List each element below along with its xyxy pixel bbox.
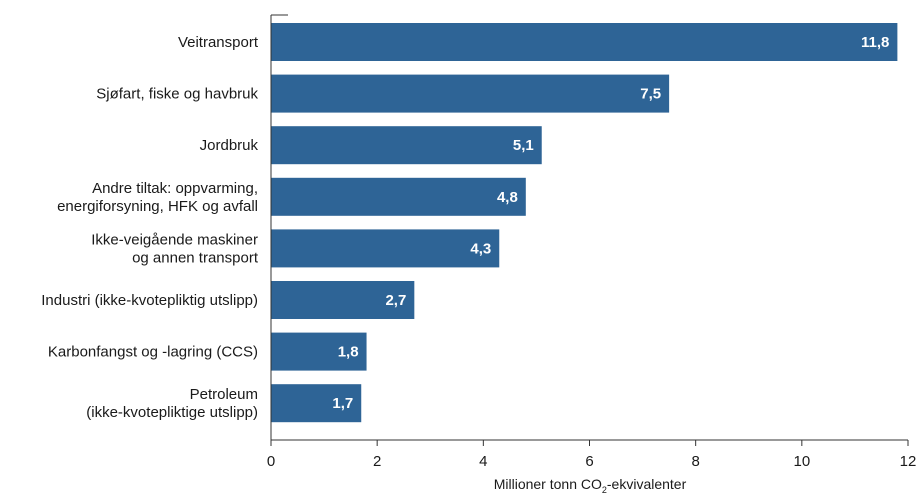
- category-label-line: Sjøfart, fiske og havbruk: [96, 86, 258, 103]
- bar-3: [271, 177, 526, 216]
- x-axis-title: Millioner tonn CO2-ekvivalenter: [494, 476, 687, 493]
- bar-2: [271, 126, 542, 165]
- bars-group: 11,8 7,5 5,1 4,8 4,3 2,7 1,8 1,7: [271, 23, 898, 423]
- bar-4: [271, 229, 500, 268]
- category-label-line: Ikke-veigående maskiner: [91, 231, 258, 248]
- bar-0: [271, 23, 898, 61]
- bar-value-label: 1,7: [332, 395, 353, 412]
- category-label: Karbonfangst og -lagring (CCS): [48, 344, 258, 361]
- x-tick-label: 12: [900, 453, 917, 470]
- category-label-line: Industri (ikke-kvotepliktig utslipp): [41, 292, 258, 309]
- category-label-line: Karbonfangst og -lagring (CCS): [48, 344, 258, 361]
- category-label: Veitransport: [178, 34, 259, 51]
- bar-5: [271, 281, 415, 319]
- category-label: Petroleum (ikke-kvotepliktige utslipp): [86, 386, 258, 421]
- bar-1: [271, 74, 670, 113]
- x-tick-label: 0: [267, 453, 275, 470]
- category-label: Sjøfart, fiske og havbruk: [96, 86, 258, 103]
- bar-value-label: 1,8: [338, 344, 359, 361]
- category-label: Andre tiltak: oppvarming, energiforsyning…: [57, 180, 258, 215]
- x-tick-label: 2: [373, 453, 381, 470]
- bar-value-label: 4,8: [497, 189, 518, 206]
- bar-value-label: 7,5: [640, 86, 661, 103]
- bar-6: [271, 332, 367, 371]
- category-label: Ikke-veigående maskiner og annen transpor…: [91, 231, 259, 266]
- bar-7: [271, 384, 362, 423]
- category-label-line: energiforsyning, HFK og avfall: [57, 198, 258, 215]
- bar-value-label: 2,7: [385, 292, 406, 309]
- x-tick-label: 4: [479, 453, 487, 470]
- category-label-line: og annen transport: [132, 249, 259, 266]
- x-tick-label: 6: [585, 453, 593, 470]
- x-tick-label: 8: [691, 453, 699, 470]
- category-label-line: Andre tiltak: oppvarming,: [92, 180, 258, 197]
- category-label: Industri (ikke-kvotepliktig utslipp): [41, 292, 258, 309]
- category-label-line: (ikke-kvotepliktige utslipp): [86, 404, 258, 421]
- x-axis: 0 2 4 6 8 10 12: [267, 14, 917, 470]
- bar-value-label: 5,1: [513, 137, 534, 154]
- bar-value-label: 11,8: [861, 34, 889, 51]
- category-labels: Veitransport Sjøfart, fiske og havbruk Jor…: [41, 34, 259, 421]
- category-label-line: Jordbruk: [200, 137, 259, 154]
- category-label: Jordbruk: [200, 137, 259, 154]
- category-label-line: Petroleum: [190, 386, 258, 403]
- x-tick-label: 10: [793, 453, 810, 470]
- category-label-line: Veitransport: [178, 34, 259, 51]
- bar-value-label: 4,3: [470, 240, 491, 257]
